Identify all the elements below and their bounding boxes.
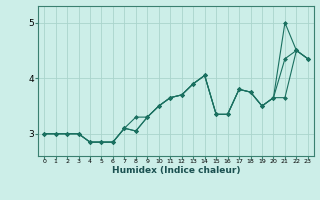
X-axis label: Humidex (Indice chaleur): Humidex (Indice chaleur) <box>112 166 240 175</box>
